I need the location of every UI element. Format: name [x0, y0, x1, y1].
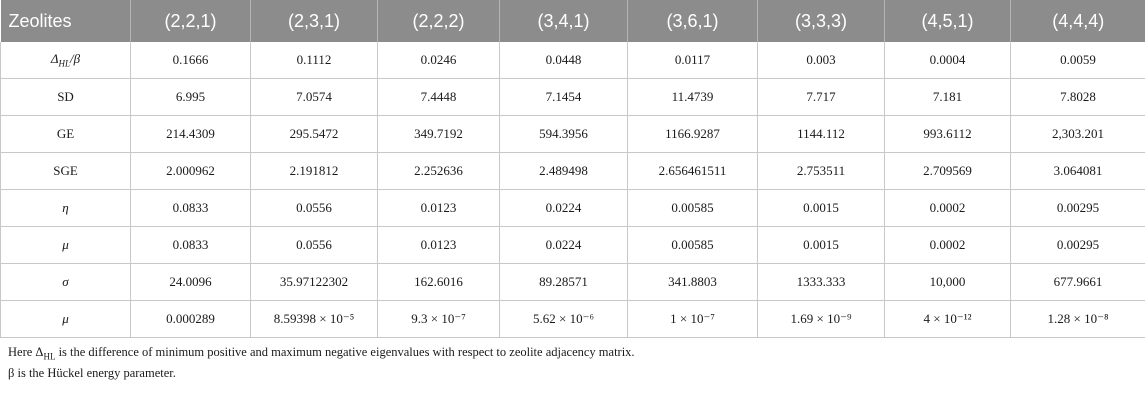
row-label: σ [0, 263, 131, 301]
table-cell: 0.0246 [377, 42, 500, 79]
table-row: ΔHL/β 0.1666 0.1112 0.0246 0.0448 0.0117 0.003… [0, 42, 1145, 79]
table-cell: 7.181 [884, 78, 1011, 116]
table-cell: 7.1454 [499, 78, 628, 116]
table-cell: 0.0059 [1010, 42, 1145, 79]
table-cell: 0.1666 [130, 42, 251, 79]
table-row: SGE 2.000962 2.191812 2.252636 2.489498 2.656… [0, 152, 1145, 190]
table-cell: 1166.9287 [627, 115, 758, 153]
table-cell: 0.0015 [757, 226, 885, 264]
table-cell: 7.717 [757, 78, 885, 116]
table-cell: 349.7192 [377, 115, 500, 153]
header-column: (3,4,1) [499, 0, 628, 42]
table-cell: 0.00585 [627, 226, 758, 264]
table-cell: 0.0123 [377, 226, 500, 264]
table-cell: 993.6112 [884, 115, 1011, 153]
table-cell: 3.064081 [1010, 152, 1145, 190]
table-cell: 0.00585 [627, 189, 758, 227]
table-cell: 0.0448 [499, 42, 628, 79]
footnote-2: β is the Hückel energy parameter. [8, 365, 176, 380]
table-cell: 10,000 [884, 263, 1011, 301]
table-cell: 2.191812 [250, 152, 378, 190]
table-cell: 2.709569 [884, 152, 1011, 190]
table-row: σ 24.0096 35.97122302 162.6016 89.28571 341.8… [0, 263, 1145, 301]
table-cell: 7.0574 [250, 78, 378, 116]
table-row: GE 214.4309 295.5472 349.7192 594.3956 1166.9… [0, 115, 1145, 153]
table-cell: 2.000962 [130, 152, 251, 190]
header-column: (4,4,4) [1010, 0, 1145, 42]
row-label: η [0, 189, 131, 227]
row-label: ΔHL/β [0, 42, 131, 79]
table-cell: 0.0002 [884, 226, 1011, 264]
table-cell: 1.69 × 10⁻⁹ [757, 300, 885, 338]
table-row: μ 0.0833 0.0556 0.0123 0.0224 0.00585 0.0015 0.… [0, 226, 1145, 264]
table-cell: 0.0556 [250, 226, 378, 264]
table-row: μ 0.000289 8.59398 × 10⁻⁵ 9.3 × 10⁻⁷ 5.62 × … [0, 300, 1145, 338]
table-cell: 162.6016 [377, 263, 500, 301]
table-cell: 0.0117 [627, 42, 758, 79]
header-column: (4,5,1) [884, 0, 1011, 42]
table-cell: 2.252636 [377, 152, 500, 190]
table-cell: 0.003 [757, 42, 885, 79]
table-cell: 0.0004 [884, 42, 1011, 79]
table-cell: 2.489498 [499, 152, 628, 190]
table-cell: 8.59398 × 10⁻⁵ [250, 300, 378, 338]
table-cell: 24.0096 [130, 263, 251, 301]
table-cell: 214.4309 [130, 115, 251, 153]
row-label: μ [0, 300, 131, 338]
table-cell: 2.753511 [757, 152, 885, 190]
table-cell: 0.00295 [1010, 226, 1145, 264]
table-cell: 11.4739 [627, 78, 758, 116]
table-footnotes: Here ΔHL is the difference of minimum po… [0, 338, 1145, 381]
table-cell: 677.9661 [1010, 263, 1145, 301]
table-cell: 0.0556 [250, 189, 378, 227]
header-column: (3,3,3) [757, 0, 885, 42]
table-cell: 1333.333 [757, 263, 885, 301]
table-cell: 1 × 10⁻⁷ [627, 300, 758, 338]
table-cell: 0.0224 [499, 226, 628, 264]
table-cell: 6.995 [130, 78, 251, 116]
row-label: μ [0, 226, 131, 264]
table-cell: 2,303.201 [1010, 115, 1145, 153]
zeolite-table: Zeolites (2,2,1) (2,3,1) (2,2,2) (3,4,1) (3,6… [0, 0, 1145, 338]
row-label: SGE [0, 152, 131, 190]
table-row: η 0.0833 0.0556 0.0123 0.0224 0.00585 0.0015 0.… [0, 189, 1145, 227]
table-cell: 0.1112 [250, 42, 378, 79]
table-row: SD 6.995 7.0574 7.4448 7.1454 11.4739 7.717 7.1… [0, 78, 1145, 116]
row-label: SD [0, 78, 131, 116]
table-cell: 0.0015 [757, 189, 885, 227]
table-cell: 594.3956 [499, 115, 628, 153]
table-cell: 295.5472 [250, 115, 378, 153]
table-cell: 4 × 10⁻¹² [884, 300, 1011, 338]
table-cell: 1144.112 [757, 115, 885, 153]
table-cell: 5.62 × 10⁻⁶ [499, 300, 628, 338]
header-column: (2,2,1) [130, 0, 251, 42]
header-column: (2,2,2) [377, 0, 500, 42]
table-cell: 35.97122302 [250, 263, 378, 301]
table-cell: 0.000289 [130, 300, 251, 338]
header-zeolites: Zeolites [0, 0, 131, 42]
table-cell: 2.656461511 [627, 152, 758, 190]
footnote-1: Here ΔHL is the difference of minimum po… [8, 345, 635, 362]
header-row: Zeolites (2,2,1) (2,3,1) (2,2,2) (3,4,1) (3,6… [0, 0, 1145, 42]
table-cell: 7.4448 [377, 78, 500, 116]
table-body: ΔHL/β 0.1666 0.1112 0.0246 0.0448 0.0117 0.003… [0, 42, 1145, 338]
header-column: (2,3,1) [250, 0, 378, 42]
table-cell: 341.8803 [627, 263, 758, 301]
table-cell: 0.0833 [130, 189, 251, 227]
table-cell: 89.28571 [499, 263, 628, 301]
table-cell: 1.28 × 10⁻⁸ [1010, 300, 1145, 338]
table-cell: 0.0002 [884, 189, 1011, 227]
table-cell: 0.0833 [130, 226, 251, 264]
table-container: Zeolites (2,2,1) (2,3,1) (2,2,2) (3,4,1) (3,6… [0, 0, 1145, 381]
table-cell: 0.00295 [1010, 189, 1145, 227]
table-cell: 7.8028 [1010, 78, 1145, 116]
table-cell: 0.0224 [499, 189, 628, 227]
table-cell: 0.0123 [377, 189, 500, 227]
header-column: (3,6,1) [627, 0, 758, 42]
row-label: GE [0, 115, 131, 153]
table-cell: 9.3 × 10⁻⁷ [377, 300, 500, 338]
